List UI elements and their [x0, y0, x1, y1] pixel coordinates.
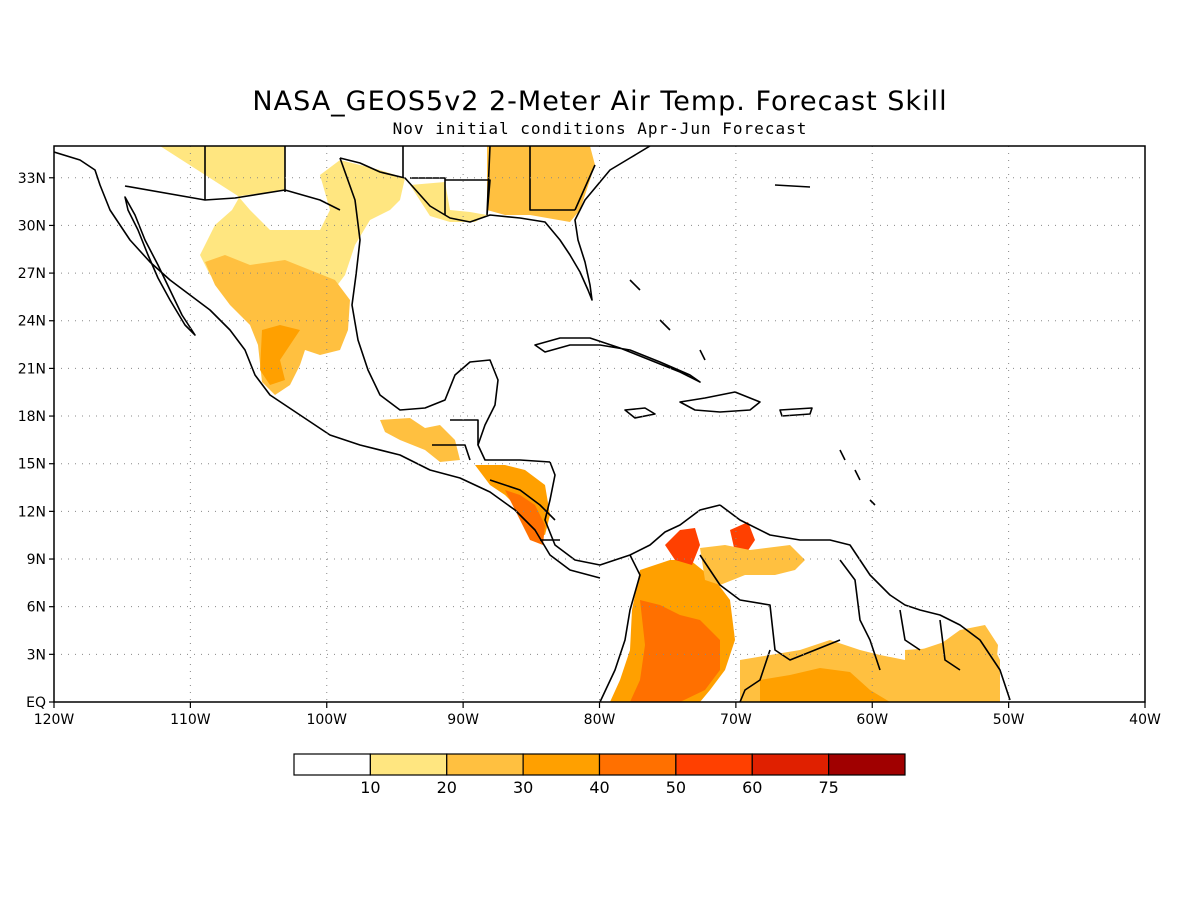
coastline-layer: [54, 146, 1011, 702]
lat-tick-label: 6N: [27, 600, 46, 616]
skill-region-guianas-east: [905, 625, 998, 690]
south-america-borders: [699, 554, 961, 702]
map-title: NASA_GEOS5v2 2-Meter Air Temp. Forecast …: [252, 86, 948, 117]
colorbar-swatch: [828, 753, 906, 776]
colorbar-swatch: [522, 753, 601, 776]
skill-region-yucatan-guatemala: [380, 418, 460, 462]
colorbar-swatch: [369, 753, 448, 776]
skill-region-colombia-north-coast: [665, 528, 700, 565]
skill-region-southern-mexico-west: [260, 325, 300, 385]
central-america-caribbean-coast: [544, 461, 721, 566]
lon-tick-label: 100W: [306, 712, 347, 728]
colorbar-label: 50: [666, 778, 686, 797]
skill-region-alabama-georgia: [487, 146, 595, 222]
skill-region-amazon-core: [760, 668, 890, 702]
mexico-gulf-coast: [339, 157, 551, 463]
colorbar-swatch: [293, 753, 371, 776]
baja-california: [124, 196, 196, 336]
lat-tick-label: 33N: [18, 171, 46, 187]
colorbar-label: 10: [360, 778, 380, 797]
jamaica: [624, 407, 656, 419]
lat-tick-label: 21N: [18, 361, 46, 377]
small-islands: [629, 184, 876, 506]
central-america-borders: [432, 419, 560, 541]
colorbar-label: 30: [513, 778, 533, 797]
lon-tick-label: 120W: [34, 712, 75, 728]
lat-tick-label: 24N: [18, 314, 46, 330]
skill-region-central-mexico: [205, 255, 350, 395]
cuba: [534, 337, 701, 383]
axis-ticks: 120W 110W 100W 90W 80W 70W 60W 50W 40W EQ 3N 6N 9N 12…: [18, 171, 1161, 728]
lon-tick-label: 60W: [856, 712, 888, 728]
colorbar-swatch: [675, 753, 753, 776]
lat-tick-label: EQ: [26, 695, 46, 711]
lat-tick-label: 18N: [18, 409, 46, 425]
lat-tick-label: 15N: [18, 457, 46, 473]
us-state-lines: [204, 146, 596, 216]
hispaniola: [679, 391, 761, 413]
skill-region-southeast-us: [410, 182, 487, 222]
colorbar-swatch: [446, 753, 524, 776]
colorbar-swatch: [751, 753, 830, 776]
lat-tick-label: 9N: [27, 552, 46, 568]
colorbar-label: 60: [742, 778, 762, 797]
lon-tick-label: 90W: [447, 712, 479, 728]
lat-tick-label: 12N: [18, 504, 46, 520]
skill-region-colombia-core: [630, 600, 720, 702]
lat-tick-label: 27N: [18, 266, 46, 282]
lon-tick-label: 40W: [1129, 712, 1161, 728]
colorbar-label: 40: [589, 778, 609, 797]
colorbar-label: 20: [437, 778, 457, 797]
skill-shading-layer: [160, 146, 1000, 702]
colorbar-label: 75: [818, 778, 838, 797]
colorbar-legend: 10 20 30 40 50 60 75: [293, 753, 906, 797]
puerto-rico: [779, 407, 813, 417]
lon-tick-label: 70W: [720, 712, 752, 728]
lon-tick-label: 80W: [584, 712, 616, 728]
lon-tick-label: 50W: [993, 712, 1025, 728]
lat-tick-label: 30N: [18, 218, 46, 234]
lat-tick-label: 3N: [27, 647, 46, 663]
lon-tick-label: 110W: [170, 712, 211, 728]
skill-region-venezuela-plains: [700, 545, 805, 585]
map-subtitle: Nov initial conditions Apr-Jun Forecast: [392, 119, 808, 138]
skill-region-venezuela-north: [730, 522, 755, 555]
colorbar-swatch: [598, 753, 677, 776]
mexico-pacific-coast: [54, 151, 601, 579]
south-america-north-coast: [599, 504, 1011, 702]
us-gulf-coast: [339, 146, 651, 301]
us-mexico-border: [124, 185, 341, 211]
